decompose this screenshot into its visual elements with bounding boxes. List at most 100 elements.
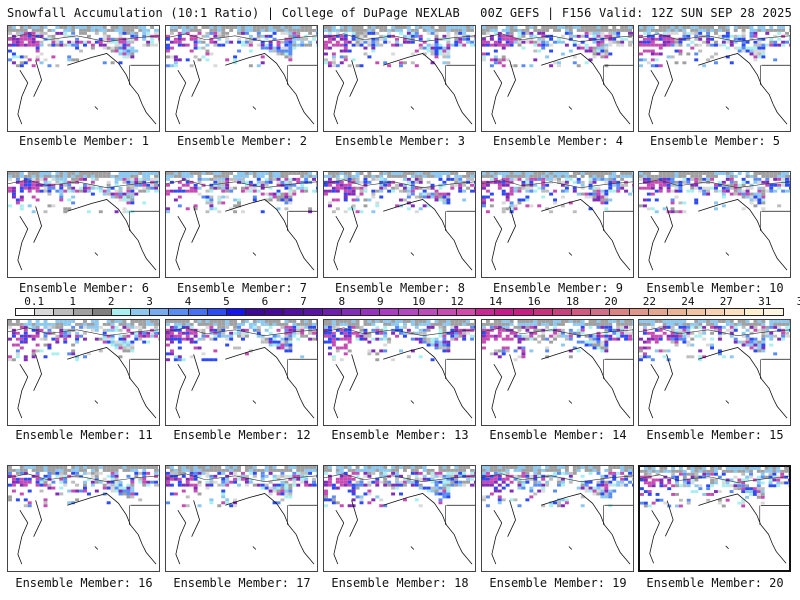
colorbar-swatch (361, 309, 381, 315)
colorbar-swatch (399, 309, 419, 315)
title-right: 00Z GEFS | F156 Valid: 12Z SUN SEP 28 20… (480, 6, 792, 20)
colorbar-swatch (150, 309, 170, 315)
panel-label: Ensemble Member: 20 (646, 576, 784, 590)
colorbar-swatch (322, 309, 342, 315)
colorbar-swatch (667, 309, 688, 315)
colorbar-tick-label: 8 (338, 295, 346, 308)
colorbar-tick-label: 10 (412, 295, 426, 308)
snowfall-map (639, 320, 790, 419)
colorbar-tick-label: 22 (642, 295, 657, 308)
panel-label: Ensemble Member: 10 (646, 281, 784, 295)
colorbar-swatch (92, 309, 112, 315)
snowfall-map (639, 172, 790, 271)
colorbar-tick-label: 6 (261, 295, 269, 308)
map-panel-7 (165, 171, 318, 278)
panel-label: Ensemble Member: 8 (334, 281, 466, 295)
colorbar-swatch (610, 309, 630, 315)
colorbar-tick-label: 35 (796, 295, 800, 308)
colorbar-tick-label: 14 (489, 295, 503, 308)
colorbar-swatch (763, 309, 783, 315)
colorbar-tick-label: 20 (604, 295, 618, 308)
snowfall-map (482, 320, 633, 419)
colorbar-swatch (341, 309, 362, 315)
colorbar-swatch (303, 309, 323, 315)
panel-label: Ensemble Member: 18 (331, 576, 469, 590)
map-panel-13 (323, 319, 476, 426)
snowfall-map (482, 172, 633, 271)
panel-label: Ensemble Member: 4 (492, 134, 624, 148)
map-panel-8 (323, 171, 476, 278)
panel-label: Ensemble Member: 6 (18, 281, 150, 295)
colorbar-swatch (629, 309, 649, 315)
colorbar-swatch (418, 309, 438, 315)
colorbar-swatch (687, 309, 707, 315)
map-panel-10 (638, 171, 791, 278)
colorbar-swatch (54, 309, 74, 315)
panel-label: Ensemble Member: 14 (489, 428, 627, 442)
panel-label: Ensemble Member: 13 (331, 428, 469, 442)
colorbar-tick-label: 0.1 (24, 295, 45, 308)
colorbar-tick-label: 31 (758, 295, 772, 308)
colorbar-swatch (73, 309, 93, 315)
snowfall-map (166, 26, 317, 125)
colorbar-swatch (514, 309, 534, 315)
colorbar-swatch (495, 309, 515, 315)
panel-label: Ensemble Member: 12 (173, 428, 311, 442)
colorbar-swatch (131, 309, 151, 315)
colorbar-tick-label: 16 (527, 295, 541, 308)
panel-label: Ensemble Member: 1 (18, 134, 150, 148)
map-panel-20 (638, 465, 791, 572)
panel-label: Ensemble Member: 15 (646, 428, 784, 442)
snowfall-map (482, 466, 633, 565)
snowfall-map (8, 320, 159, 419)
colorbar-tick-label: 1 (69, 295, 76, 308)
map-panel-19 (481, 465, 634, 572)
panel-label: Ensemble Member: 7 (176, 281, 308, 295)
colorbar-swatch (111, 309, 132, 315)
panel-label: Ensemble Member: 19 (489, 576, 627, 590)
colorbar-swatch (552, 309, 572, 315)
snowfall-map (640, 467, 789, 564)
colorbar-tick-label: 27 (719, 295, 733, 308)
colorbar-swatch (533, 309, 553, 315)
colorbar-swatch (35, 309, 55, 315)
colorbar-swatch (246, 309, 266, 315)
panel-label: Ensemble Member: 5 (649, 134, 781, 148)
snowfall-map (166, 320, 317, 419)
colorbar-swatch (226, 309, 247, 315)
map-panel-15 (638, 319, 791, 426)
colorbar-tick-label: 3 (146, 295, 153, 308)
colorbar-swatch (648, 309, 668, 315)
snowfall-map (8, 26, 159, 125)
colorbar-tick-label: 4 (184, 295, 192, 308)
colorbar-swatch (380, 309, 400, 315)
colorbar-swatch (591, 309, 611, 315)
colorbar-tick-label: 5 (223, 295, 230, 308)
map-panel-4 (481, 25, 634, 132)
colorbar-tick-label: 7 (300, 295, 307, 308)
panel-label: Ensemble Member: 16 (15, 576, 153, 590)
map-panel-16 (7, 465, 160, 572)
title-left: Snowfall Accumulation (10:1 Ratio) | Col… (7, 6, 460, 20)
colorbar-swatch (476, 309, 496, 315)
colorbar-swatch (437, 309, 457, 315)
panel-label: Ensemble Member: 17 (173, 576, 311, 590)
colorbar-swatch (706, 309, 726, 315)
colorbar-swatch (725, 309, 745, 315)
map-panel-2 (165, 25, 318, 132)
snowfall-map (324, 26, 475, 125)
colorbar-tick-label: 12 (450, 295, 464, 308)
colorbar-tick-label: 2 (107, 295, 115, 308)
map-panel-1 (7, 25, 160, 132)
colorbar-tick-label: 9 (376, 295, 384, 308)
map-panel-18 (323, 465, 476, 572)
map-panel-6 (7, 171, 160, 278)
colorbar (15, 308, 784, 316)
colorbar-swatch (188, 309, 208, 315)
panel-label: Ensemble Member: 2 (176, 134, 308, 148)
colorbar-swatch (456, 309, 477, 315)
snowfall-map (324, 466, 475, 565)
panel-label: Ensemble Member: 3 (334, 134, 466, 148)
map-panel-3 (323, 25, 476, 132)
panel-label: Ensemble Member: 11 (15, 428, 153, 442)
